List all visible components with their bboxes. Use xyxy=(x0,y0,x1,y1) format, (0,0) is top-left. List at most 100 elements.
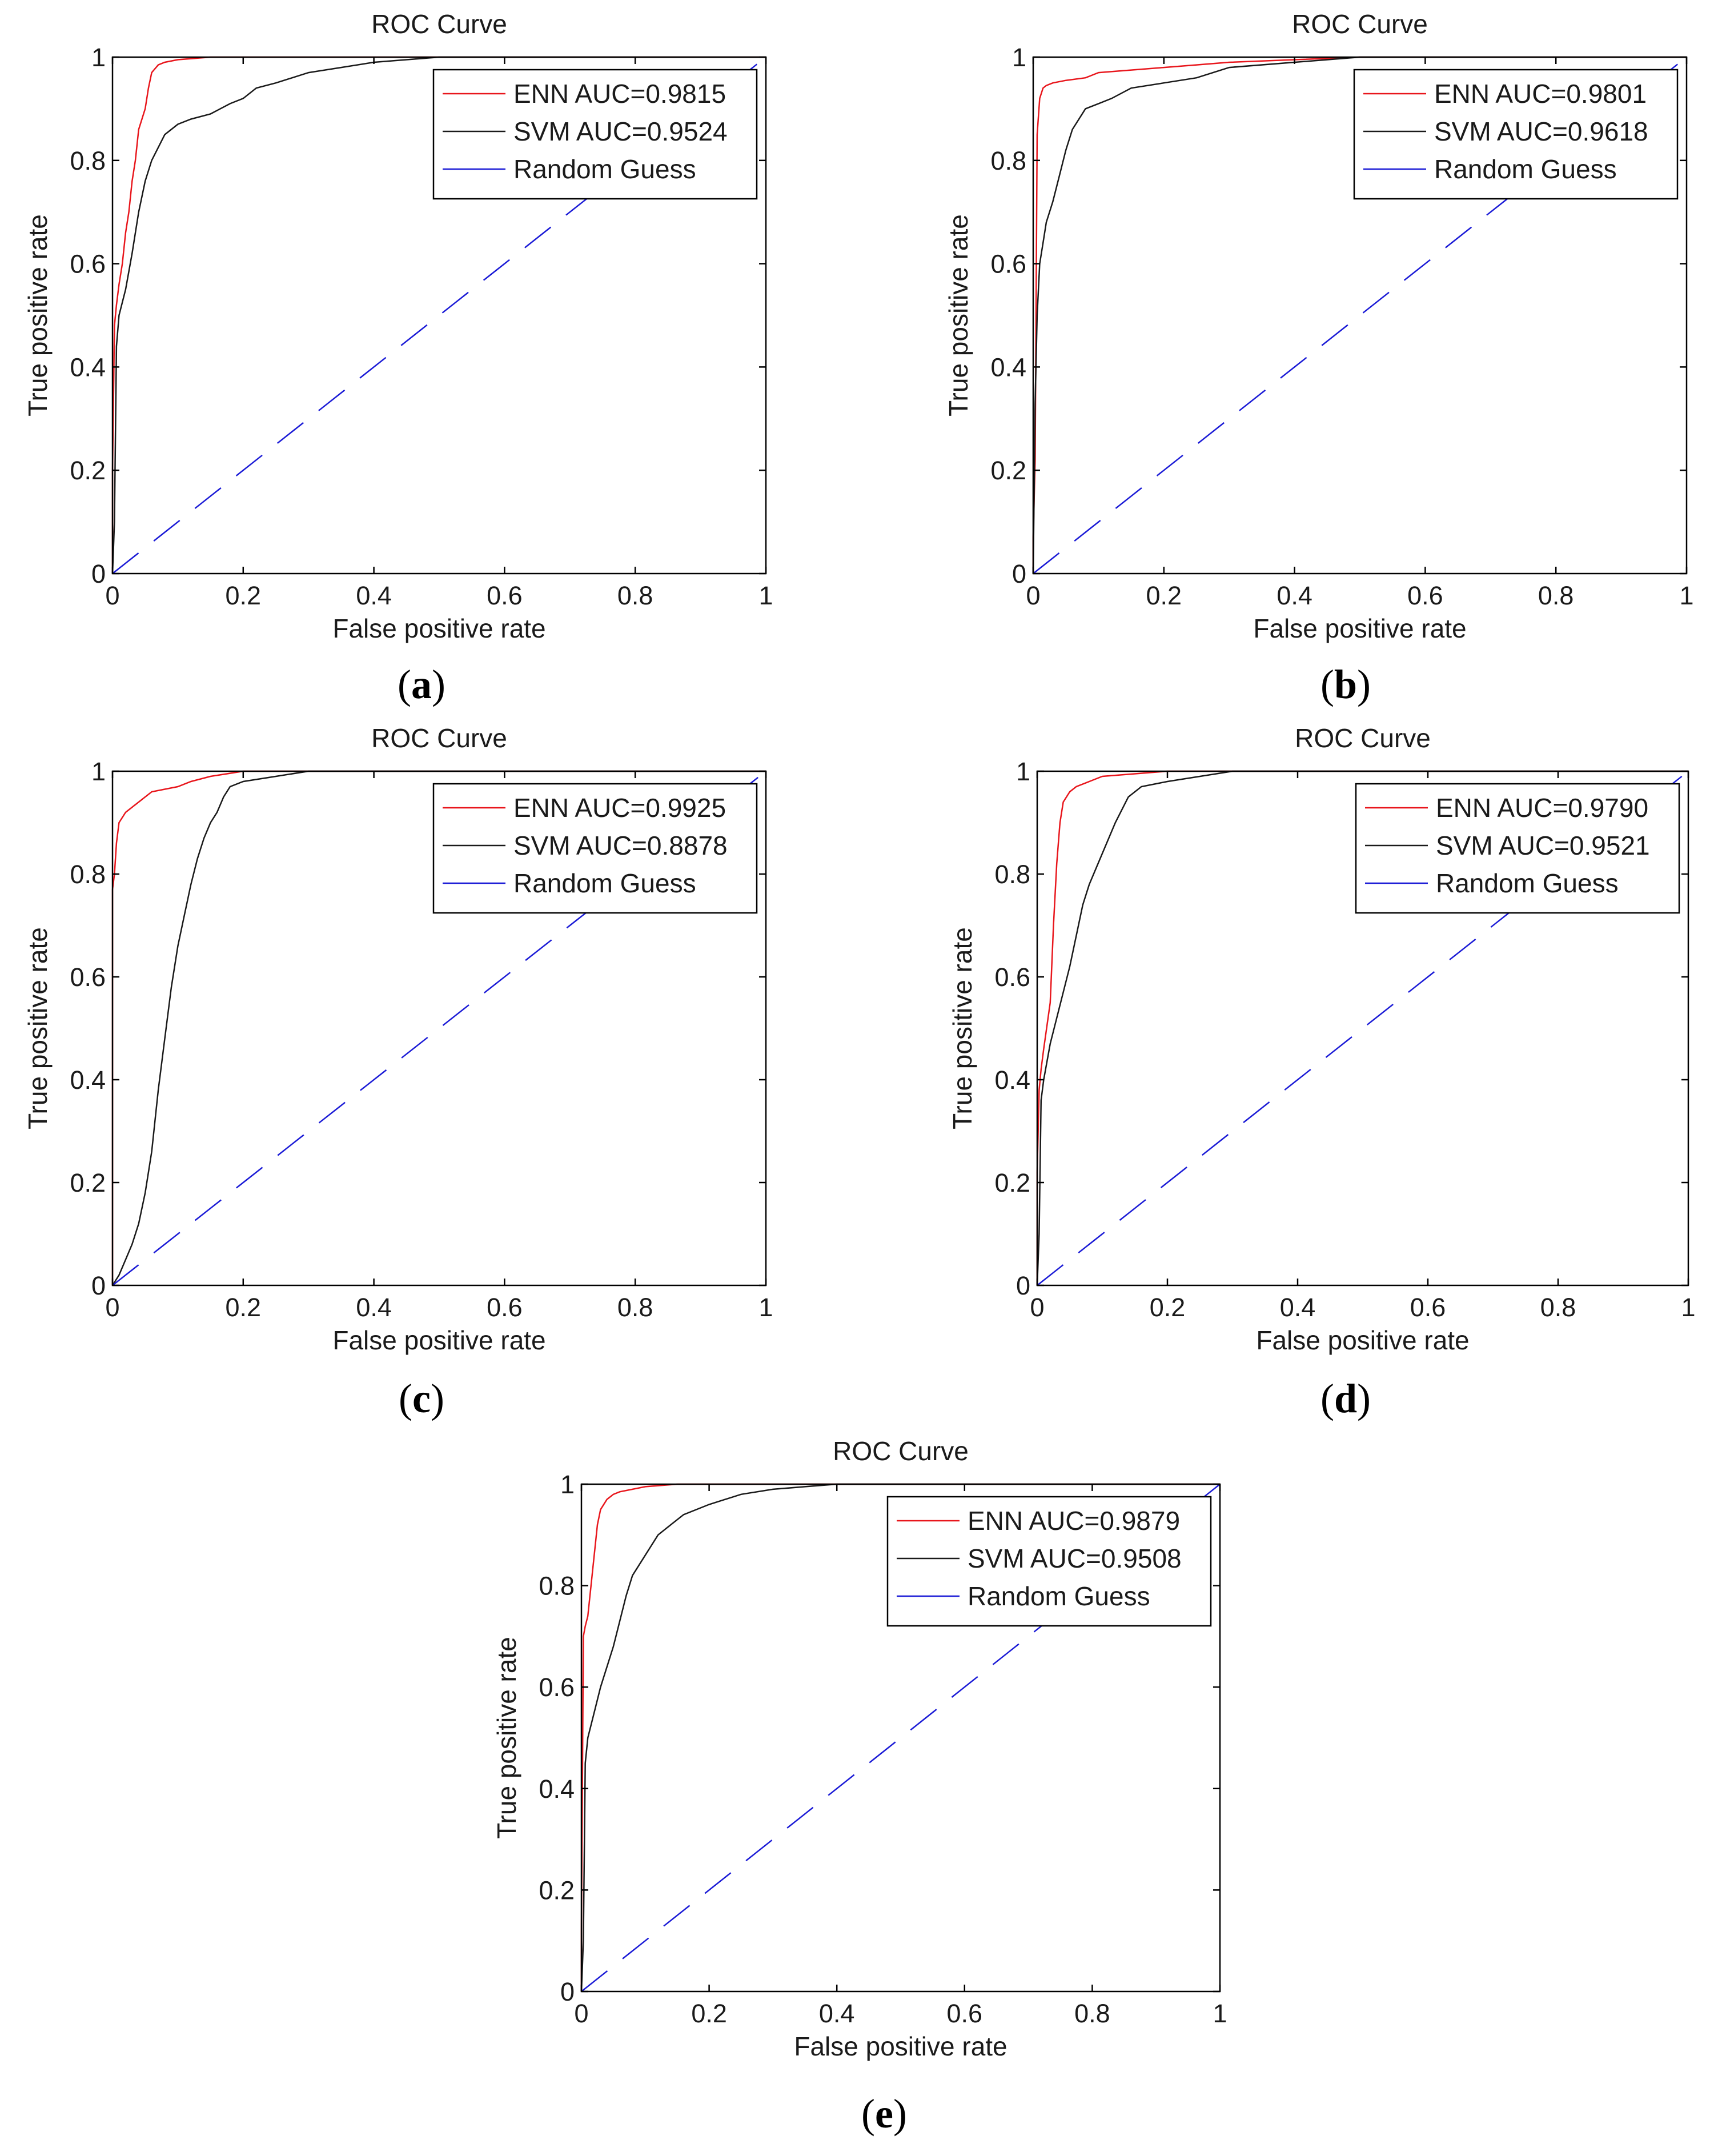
legend-entry: SVM AUC=0.9521 xyxy=(1436,831,1650,860)
y-tick-label: 0.4 xyxy=(539,1774,575,1804)
y-tick-label: 1 xyxy=(560,1470,575,1499)
plot-frame xyxy=(1032,56,1688,575)
y-tick-label: 0.2 xyxy=(539,1876,575,1905)
legend-entry: SVM AUC=0.9618 xyxy=(1434,117,1648,146)
plot-frame xyxy=(580,1483,1221,1993)
y-tick-label: 1 xyxy=(91,43,106,72)
legend-entry: Random Guess xyxy=(1434,154,1617,184)
x-tick-label: 0.2 xyxy=(1150,1293,1186,1322)
x-tick-label: 1 xyxy=(1681,1293,1695,1322)
y-axis-label: True positive rate xyxy=(23,214,53,416)
y-tick-label: 0 xyxy=(91,1271,106,1300)
y-tick-label: 1 xyxy=(1016,757,1030,786)
y-tick-label: 0.2 xyxy=(990,456,1026,485)
roc-chart-c: ROC Curve 0 0.2 0.4 0.6 0.8 1 0 0.2 0.4 0.6 0.8 1 Fal… xyxy=(23,723,773,1421)
legend: ENN AUC=0.9790 SVM AUC=0.9521 Random Guess xyxy=(1355,783,1680,914)
legend-entry: SVM AUC=0.9524 xyxy=(513,117,728,146)
legend-entry: ENN AUC=0.9801 xyxy=(1434,79,1647,109)
x-tick-label: 0 xyxy=(1026,581,1040,610)
legend-box xyxy=(1353,69,1679,200)
y-tick-label: 0.2 xyxy=(70,1168,106,1197)
x-axis-label: False positive rate xyxy=(794,2031,1007,2061)
x-tick-label: 0.4 xyxy=(1280,1293,1316,1322)
legend-entry: Random Guess xyxy=(1436,868,1619,898)
x-tick-label: 0.4 xyxy=(819,1999,855,2028)
panel-label: (b) xyxy=(1320,662,1371,707)
x-tick-label: 0 xyxy=(105,581,119,610)
legend-entry: SVM AUC=0.9508 xyxy=(968,1544,1182,1573)
y-tick-label: 0.8 xyxy=(70,860,106,889)
x-tick-label: 0.8 xyxy=(1538,581,1574,610)
legend-box xyxy=(432,69,758,200)
panel-label: (c) xyxy=(399,1376,444,1421)
chart-title: ROC Curve xyxy=(1292,9,1428,39)
y-tick-label: 0.6 xyxy=(70,963,106,992)
x-tick-label: 0.6 xyxy=(487,1293,523,1322)
y-tick-label: 0 xyxy=(560,1977,575,2006)
y-tick-label: 0.6 xyxy=(990,250,1026,279)
x-tick-label: 0.4 xyxy=(356,581,392,610)
x-tick-label: 0 xyxy=(105,1293,119,1322)
legend-entry: Random Guess xyxy=(968,1581,1150,1611)
y-tick-label: 0.4 xyxy=(994,1065,1030,1095)
y-tick-label: 0.6 xyxy=(994,963,1030,992)
x-tick-label: 0.2 xyxy=(1146,581,1182,610)
x-axis-label: False positive rate xyxy=(332,1325,545,1355)
legend-entry: Random Guess xyxy=(513,868,696,898)
panel-label: (a) xyxy=(398,662,445,707)
x-axis-label: False positive rate xyxy=(332,614,545,643)
y-tick-label: 0.4 xyxy=(70,352,106,382)
y-axis-label: True positive rate xyxy=(23,927,53,1129)
x-tick-label: 0.8 xyxy=(1074,1999,1110,2028)
x-tick-label: 0.8 xyxy=(1540,1293,1576,1322)
legend: ENN AUC=0.9815 SVM AUC=0.9524 Random Guess xyxy=(432,69,758,200)
x-tick-label: 0.6 xyxy=(1407,581,1443,610)
legend: ENN AUC=0.9801 SVM AUC=0.9618 Random Guess xyxy=(1353,69,1679,200)
y-tick-label: 0.8 xyxy=(990,146,1026,175)
y-tick-label: 0 xyxy=(91,559,106,588)
chart-title: ROC Curve xyxy=(371,723,507,753)
x-tick-label: 0.4 xyxy=(356,1293,392,1322)
x-tick-label: 1 xyxy=(1213,1999,1227,2028)
series-line-random-guess xyxy=(581,1484,1221,1992)
x-tick-label: 0.2 xyxy=(226,581,262,610)
legend-box xyxy=(1355,783,1680,914)
y-tick-label: 0 xyxy=(1012,559,1026,588)
x-tick-label: 0 xyxy=(1030,1293,1044,1322)
chart-title: ROC Curve xyxy=(833,1436,969,1466)
roc-chart-d: ROC Curve 0 0.2 0.4 0.6 0.8 1 0 0.2 0.4 0.6 0.8 1 Fal… xyxy=(948,723,1696,1421)
roc-chart-b: ROC Curve 0 0.2 0.4 0.6 0.8 1 0 0.2 0.4 0.6 0.8 1 Fal… xyxy=(944,9,1694,707)
legend-entry: ENN AUC=0.9790 xyxy=(1436,793,1648,823)
x-tick-label: 0.8 xyxy=(617,1293,653,1322)
legend-entry: SVM AUC=0.8878 xyxy=(513,831,728,860)
plot-frame xyxy=(111,770,767,1287)
y-tick-label: 0.4 xyxy=(70,1065,106,1095)
plot-frame xyxy=(1036,770,1689,1287)
series-line-svm xyxy=(111,56,766,574)
plot-frame xyxy=(111,56,767,575)
y-tick-label: 0.8 xyxy=(70,146,106,175)
y-tick-label: 0.2 xyxy=(994,1168,1030,1197)
chart-title: ROC Curve xyxy=(1295,723,1431,753)
x-tick-label: 1 xyxy=(758,1293,773,1322)
x-tick-label: 0.6 xyxy=(1410,1293,1446,1322)
x-tick-label: 1 xyxy=(758,581,773,610)
x-tick-label: 0.6 xyxy=(487,581,523,610)
series-line-svm xyxy=(580,1483,1220,1992)
panel-label: (e) xyxy=(861,2091,907,2137)
roc-chart-a: ROC Curve 0 0.2 0.4 0.6 0.8 1 0 0.2 0.4 0.6 0.8 1 Fal… xyxy=(23,9,773,707)
x-axis-label: False positive rate xyxy=(1256,1325,1469,1355)
y-axis-label: True positive rate xyxy=(948,927,977,1129)
y-tick-label: 0.6 xyxy=(539,1673,575,1702)
series-line-svm xyxy=(1032,56,1687,574)
x-tick-label: 0.2 xyxy=(226,1293,262,1322)
y-axis-label: True positive rate xyxy=(492,1637,521,1839)
legend: ENN AUC=0.9879 SVM AUC=0.9508 Random Guess xyxy=(886,1496,1212,1627)
y-tick-label: 0.2 xyxy=(70,456,106,485)
legend-entry: ENN AUC=0.9815 xyxy=(513,79,726,109)
y-tick-label: 1 xyxy=(91,757,106,786)
chart-title: ROC Curve xyxy=(371,9,507,39)
series-line-svm xyxy=(1036,770,1688,1286)
y-tick-label: 0.6 xyxy=(70,250,106,279)
